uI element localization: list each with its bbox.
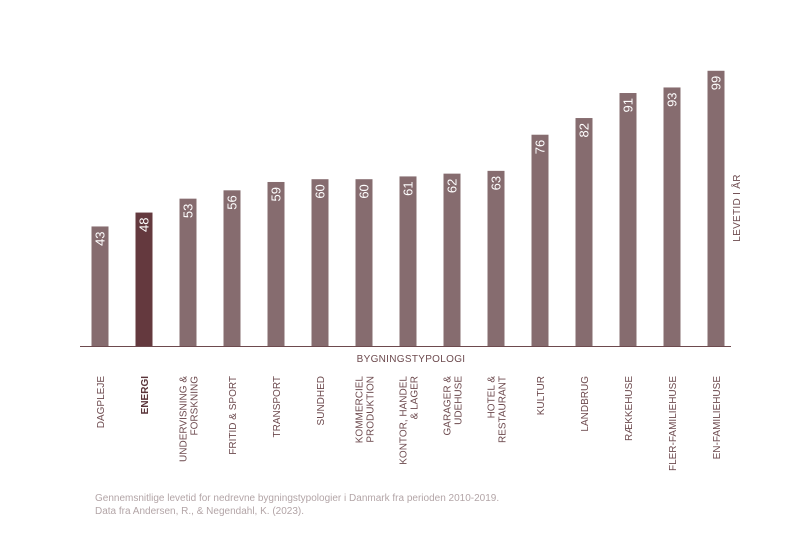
category-label: FLER-FAMILIEHUSE bbox=[668, 376, 679, 471]
footnote-line-2: Data fra Andersen, R., & Negendahl, K. (… bbox=[95, 506, 305, 517]
category-label-line: SUNDHED bbox=[316, 376, 327, 425]
bar-value-label: 60 bbox=[313, 184, 328, 198]
value-labels-group: 43 48 53 56 59 60 60 61 62 63 76 82 91 93 99 bbox=[93, 76, 724, 246]
category-label-line: DAGPLEJE bbox=[96, 376, 107, 429]
bar bbox=[355, 179, 373, 346]
category-label-line: KONTOR, HANDEL bbox=[399, 376, 410, 465]
category-label-line: KULTUR bbox=[536, 376, 547, 415]
category-label-line: RESTAURANT bbox=[498, 376, 509, 443]
category-label-line: FLER-FAMILIEHUSE bbox=[668, 376, 679, 471]
category-label-line: RÆKKEHUSE bbox=[624, 376, 635, 441]
bar bbox=[179, 198, 197, 346]
category-label-line: HOTEL & bbox=[487, 376, 498, 419]
bar-value-label: 43 bbox=[93, 231, 108, 245]
bar-value-label: 59 bbox=[269, 187, 284, 201]
bars-group bbox=[91, 70, 725, 347]
category-label: EN-FAMILIEHUSE bbox=[712, 376, 723, 460]
category-label: UNDERVISNING &FORSKNING bbox=[179, 376, 201, 462]
bar bbox=[223, 190, 241, 346]
category-label: KOMMERCIELPRODUKTION bbox=[355, 376, 377, 444]
category-label: GARAGER &UDEHUSE bbox=[443, 376, 465, 436]
bar-value-label: 63 bbox=[489, 176, 504, 190]
bar-value-label: 56 bbox=[225, 195, 240, 209]
category-label-line: ENERGI bbox=[140, 376, 151, 415]
category-label: LANDBRUG bbox=[580, 376, 591, 432]
category-label: DAGPLEJE bbox=[96, 376, 107, 429]
category-label: TRANSPORT bbox=[272, 376, 283, 438]
bar-value-label: 91 bbox=[621, 98, 636, 112]
bar bbox=[311, 179, 329, 346]
bar bbox=[663, 87, 681, 347]
category-label-line: GARAGER & bbox=[443, 376, 454, 436]
y-axis-title: LEVETID I ÅR bbox=[730, 174, 743, 242]
category-label-line: FORSKNING bbox=[190, 376, 201, 436]
bar bbox=[575, 118, 593, 346]
category-label: FRITID & SPORT bbox=[228, 376, 239, 455]
bar-value-label: 93 bbox=[665, 92, 680, 106]
bar bbox=[267, 181, 285, 346]
category-label: KONTOR, HANDEL& LAGER bbox=[399, 376, 421, 465]
bar-value-label: 62 bbox=[445, 179, 460, 193]
bar bbox=[531, 134, 549, 346]
bar bbox=[707, 70, 725, 346]
category-label-line: TRANSPORT bbox=[272, 376, 283, 438]
footnote-line-1: Gennemsnitlige levetid for nedrevne bygn… bbox=[95, 493, 500, 504]
bar-value-label: 99 bbox=[709, 76, 724, 90]
bar-value-label: 76 bbox=[533, 140, 548, 154]
bar-value-label: 61 bbox=[401, 181, 416, 195]
category-label-line: KOMMERCIEL bbox=[355, 376, 366, 444]
category-label: RÆKKEHUSE bbox=[624, 376, 635, 441]
bar bbox=[619, 93, 637, 347]
category-label-line: PRODUKTION bbox=[366, 376, 377, 443]
category-label-line: FRITID & SPORT bbox=[228, 376, 239, 455]
bar-value-label: 48 bbox=[137, 218, 152, 232]
bar-value-label: 82 bbox=[577, 123, 592, 137]
category-label: SUNDHED bbox=[316, 376, 327, 425]
category-label-line: & LAGER bbox=[410, 376, 421, 419]
category-label-line: EN-FAMILIEHUSE bbox=[712, 376, 723, 460]
bar bbox=[487, 170, 505, 346]
bar-value-label: 60 bbox=[357, 184, 372, 198]
category-labels-group: DAGPLEJE ENERGI UNDERVISNING &FORSKNING FRI… bbox=[96, 376, 723, 471]
category-label: ENERGI bbox=[140, 376, 151, 415]
category-label-line: UNDERVISNING & bbox=[179, 376, 190, 462]
bar bbox=[91, 226, 109, 346]
bar-value-label: 53 bbox=[181, 204, 196, 218]
footnote: Gennemsnitlige levetid for nedrevne bygn… bbox=[95, 492, 499, 518]
category-label: KULTUR bbox=[536, 376, 547, 415]
bar bbox=[135, 212, 153, 346]
category-label-line: LANDBRUG bbox=[580, 376, 591, 432]
bar bbox=[443, 173, 461, 346]
x-axis-title: BYGNINGSTYPOLOGI bbox=[357, 354, 466, 365]
bar bbox=[399, 176, 417, 346]
category-label-line: UDEHUSE bbox=[454, 376, 465, 425]
category-label: HOTEL &RESTAURANT bbox=[487, 376, 509, 443]
